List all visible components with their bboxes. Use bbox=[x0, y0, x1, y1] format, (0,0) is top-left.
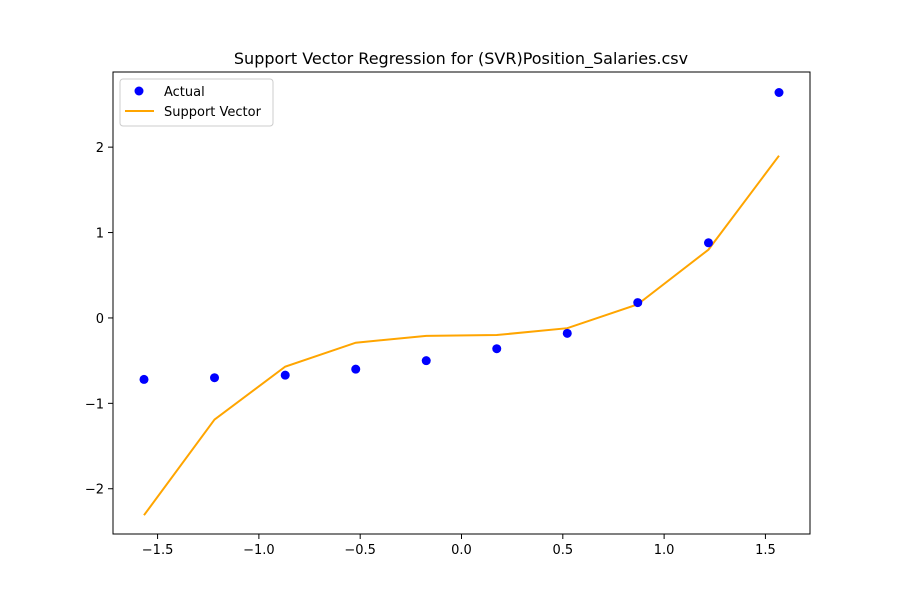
data-point-actual bbox=[492, 344, 502, 354]
data-point-actual bbox=[139, 374, 149, 384]
x-tick-label: −0.5 bbox=[344, 543, 376, 558]
legend-box bbox=[119, 78, 274, 127]
plot-frame bbox=[112, 71, 811, 535]
legend-marker-actual bbox=[134, 86, 144, 96]
data-point-actual bbox=[280, 370, 290, 380]
data-point-actual bbox=[351, 364, 361, 374]
chart-title: Support Vector Regression for (SVR)Posit… bbox=[234, 49, 688, 69]
data-point-actual bbox=[210, 373, 220, 383]
x-tick-label: 1.0 bbox=[654, 543, 675, 558]
data-point-actual bbox=[421, 356, 431, 366]
legend-label: Support Vector bbox=[164, 105, 262, 120]
x-tick-label: 0.5 bbox=[552, 543, 573, 558]
y-tick-label: −1 bbox=[85, 397, 104, 412]
data-point-actual bbox=[703, 238, 713, 248]
legend: Actual Support Vector bbox=[119, 78, 274, 127]
series-line-support-vector bbox=[143, 155, 780, 516]
y-tick-label: 2 bbox=[96, 141, 104, 156]
y-tick-label: 0 bbox=[96, 312, 104, 327]
y-tick-label: −2 bbox=[85, 483, 104, 498]
data-point-actual bbox=[774, 87, 784, 97]
x-tick-label: 0.0 bbox=[451, 543, 472, 558]
x-tick-label: −1.0 bbox=[243, 543, 275, 558]
x-tick-label: 1.5 bbox=[755, 543, 776, 558]
data-point-actual bbox=[633, 298, 643, 308]
plot-area: −1.5 −1.0 −0.5 0.0 0.5 1.0 1.5 −2 −1 0 1 2 bbox=[85, 87, 784, 558]
legend-label: Actual bbox=[164, 85, 205, 100]
data-point-actual bbox=[562, 328, 572, 338]
x-tick-label: −1.5 bbox=[142, 543, 174, 558]
y-tick-label: 1 bbox=[96, 227, 104, 242]
